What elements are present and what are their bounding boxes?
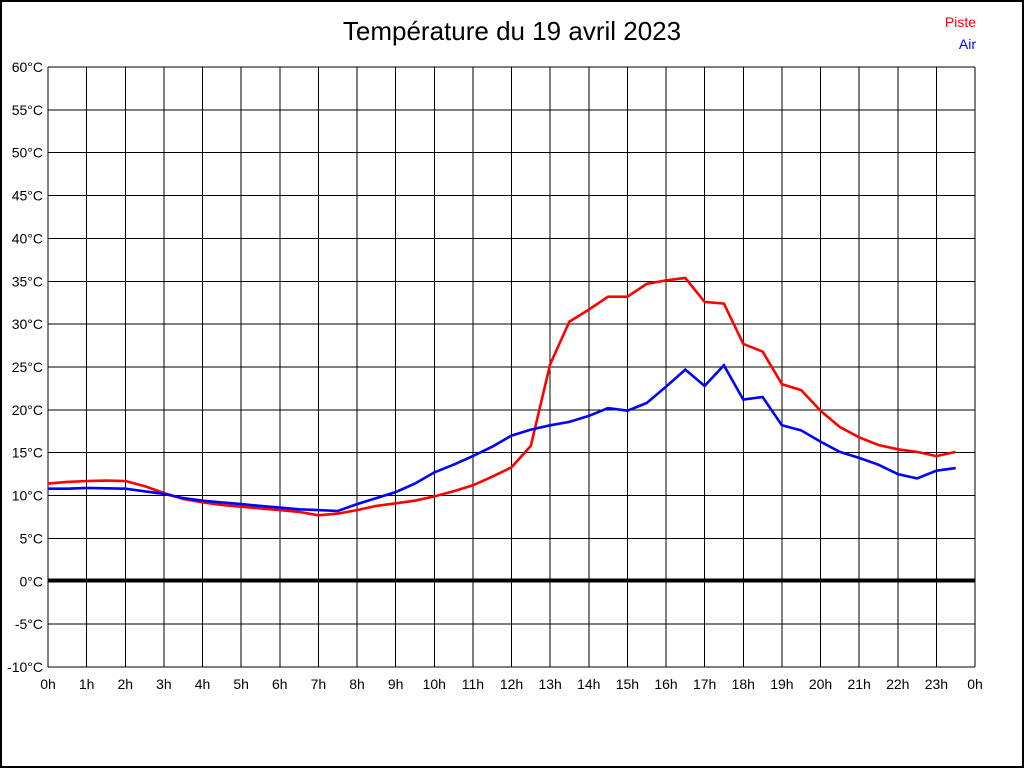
y-tick-label: 10°C [12, 488, 43, 504]
y-tick-label: 40°C [12, 230, 43, 246]
x-tick-label: 19h [770, 676, 793, 692]
x-tick-label: 17h [693, 676, 716, 692]
x-tick-label: 3h [156, 676, 172, 692]
grid [47, 66, 976, 668]
x-tick-label: 10h [423, 676, 446, 692]
y-tick-label: 35°C [12, 273, 43, 289]
x-tick-label: 15h [616, 676, 639, 692]
x-tick-label: 2h [117, 676, 133, 692]
x-tick-label: 6h [272, 676, 288, 692]
y-tick-label: 45°C [12, 188, 43, 204]
legend-item-air: Air [958, 36, 976, 52]
x-tick-label: 7h [311, 676, 327, 692]
y-tick-label: 0°C [20, 573, 44, 589]
x-tick-label: 11h [462, 676, 484, 692]
x-tick-label: 23h [925, 676, 948, 692]
x-tick-label: 8h [349, 676, 365, 692]
series-air-line [48, 363, 956, 513]
y-tick-label: 5°C [20, 530, 44, 546]
chart-title: Température du 19 avril 2023 [342, 16, 682, 46]
x-tick-label: 0h [40, 676, 56, 692]
x-tick-label: 13h [538, 676, 561, 692]
x-tick-label: 16h [654, 676, 677, 692]
y-tick-label: 60°C [12, 59, 43, 75]
x-tick-label: 20h [809, 676, 832, 692]
x-tick-label: 18h [732, 676, 755, 692]
y-axis-labels: 60°C 55°C 50°C 45°C 40°C 35°C 30°C 25°C 20°C 15°C… [7, 59, 43, 675]
x-tick-label: 0h [967, 676, 983, 692]
y-tick-label: 50°C [12, 145, 43, 161]
x-tick-label: 5h [233, 676, 249, 692]
x-tick-label: 4h [195, 676, 211, 692]
x-tick-label: 14h [577, 676, 600, 692]
y-tick-label: 20°C [12, 402, 43, 418]
y-tick-label: 25°C [12, 359, 43, 375]
y-tick-label: 15°C [12, 445, 43, 461]
legend-item-piste: Piste [944, 14, 976, 30]
y-tick-label: 55°C [12, 102, 43, 118]
x-tick-label: 12h [500, 676, 523, 692]
x-tick-label: 21h [847, 676, 870, 692]
legend: Piste Air [945, 11, 976, 55]
y-tick-label: -10°C [7, 659, 43, 675]
x-axis-labels: 0h 1h 2h 3h 4h 5h 6h 7h 8h 9h 10h 11h 12h 13h 14h 15h 16… [40, 676, 983, 692]
y-tick-label: -5°C [15, 616, 43, 632]
x-tick-label: 1h [79, 676, 95, 692]
series-piste-line [47, 276, 956, 517]
x-tick-label: 9h [388, 676, 404, 692]
x-tick-label: 22h [886, 676, 909, 692]
y-tick-label: 30°C [12, 316, 43, 332]
